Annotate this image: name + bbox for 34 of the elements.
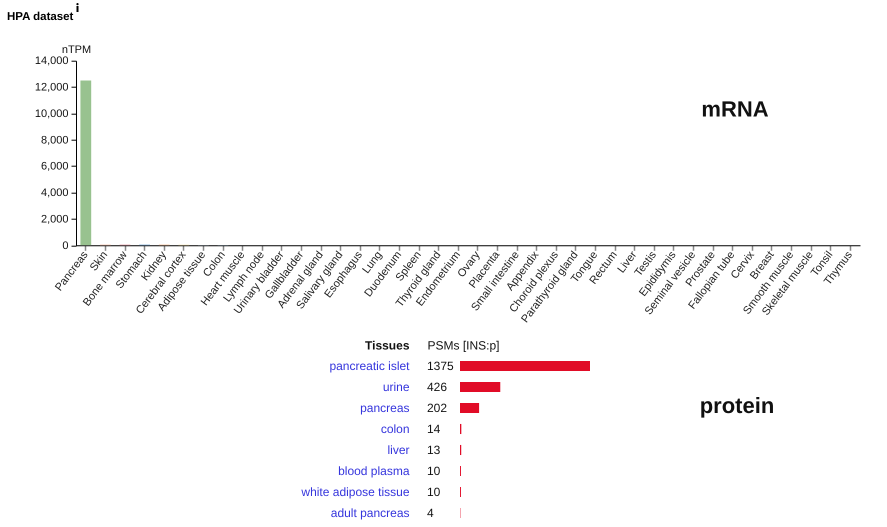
y-tick-label: 4,000 [41, 187, 69, 200]
x-axis-title: PSMs [INS:p] [428, 338, 500, 352]
y-tick-label: white adipose tissue [300, 485, 410, 499]
data-label: 10 [427, 464, 441, 478]
chart-title: HPA dataset [7, 11, 74, 23]
bar [460, 402, 480, 414]
data-label: 14 [427, 422, 441, 436]
y-tick-label: blood plasma [338, 464, 410, 478]
y-tick-label: pancreas [360, 401, 410, 415]
bar [460, 382, 500, 392]
data-label: 426 [427, 380, 448, 394]
data-label: 4 [427, 506, 434, 520]
y-tick-label: 6,000 [41, 160, 69, 173]
y-axis-title: nTPM [62, 44, 92, 56]
bar [80, 80, 92, 246]
y-tick-label: 14,000 [34, 55, 69, 68]
data-label: 10 [427, 485, 441, 499]
y-axis-title: Tissues [365, 338, 410, 352]
annotation: mRNA [701, 96, 769, 122]
y-tick-label: pancreatic islet [329, 359, 410, 373]
text: protein [700, 393, 774, 418]
data-label: 202 [427, 401, 448, 415]
y-tick-label: colon [380, 422, 410, 436]
y-tick-label: liver [387, 443, 410, 457]
y-tick-label: 8,000 [41, 134, 69, 146]
data-label: 13 [427, 443, 441, 457]
y-tick-label: 0 [62, 240, 69, 252]
y-tick-label: 10,000 [34, 108, 69, 120]
data-label: 1375 [427, 359, 454, 373]
y-tick-label: urine [382, 380, 410, 394]
y-tick-label: 2,000 [41, 213, 69, 226]
bar [460, 360, 590, 372]
y-tick-label: adult pancreas [330, 506, 410, 520]
y-tick-label: 12,000 [34, 82, 69, 94]
